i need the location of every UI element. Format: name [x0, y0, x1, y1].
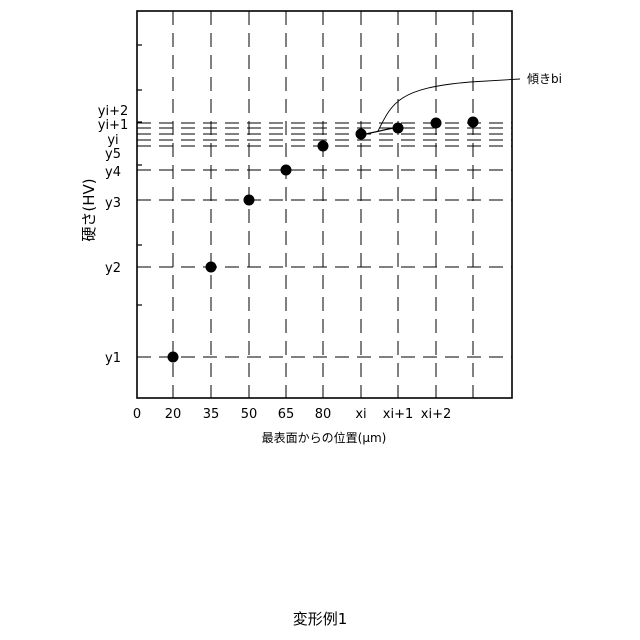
figure-caption: 変形例1: [0, 608, 640, 629]
y-tick-label: yi+1: [98, 118, 128, 133]
y-tick-labels: y1 y2 y3 y4 y5yiyi+1yi+2: [98, 104, 128, 366]
y-tick-label: y1: [105, 351, 121, 366]
data-point: [281, 165, 292, 176]
x-tick-labels: 0 20 35 50 65 80 xi xi+1 xi+2: [133, 407, 451, 422]
y-tick-label: yi+2: [98, 104, 128, 119]
x-tick-label: 80: [315, 407, 332, 422]
x-tick-label: 20: [165, 407, 182, 422]
x-tick-label: 35: [203, 407, 220, 422]
plot-frame: [137, 11, 512, 398]
x-tick-label: xi+2: [421, 407, 451, 422]
x-axis-title: 最表面からの位置(μm): [262, 430, 387, 445]
x-tick-label: 50: [241, 407, 258, 422]
x-tick-label: xi: [355, 407, 366, 422]
x-tick-label: 0: [133, 407, 141, 422]
y-tick-label: y4: [105, 165, 121, 180]
data-point: [468, 117, 479, 128]
data-point: [206, 262, 217, 273]
data-point: [168, 352, 179, 363]
x-tick-label: 65: [278, 407, 295, 422]
slope-annotation: 傾きbi: [361, 72, 562, 135]
chart-grid: [137, 11, 512, 398]
data-point: [431, 118, 442, 129]
y-tick-label: y2: [105, 261, 121, 276]
data-point: [244, 195, 255, 206]
y-tick-label: y5: [105, 147, 121, 162]
y-tick-label: yi: [107, 133, 118, 148]
x-tick-label: xi+1: [383, 407, 413, 422]
slope-label: 傾きbi: [527, 72, 562, 86]
data-point: [318, 141, 329, 152]
y-axis-title: 硬さ(HV): [80, 178, 98, 241]
y-tick-label: y3: [105, 196, 121, 211]
